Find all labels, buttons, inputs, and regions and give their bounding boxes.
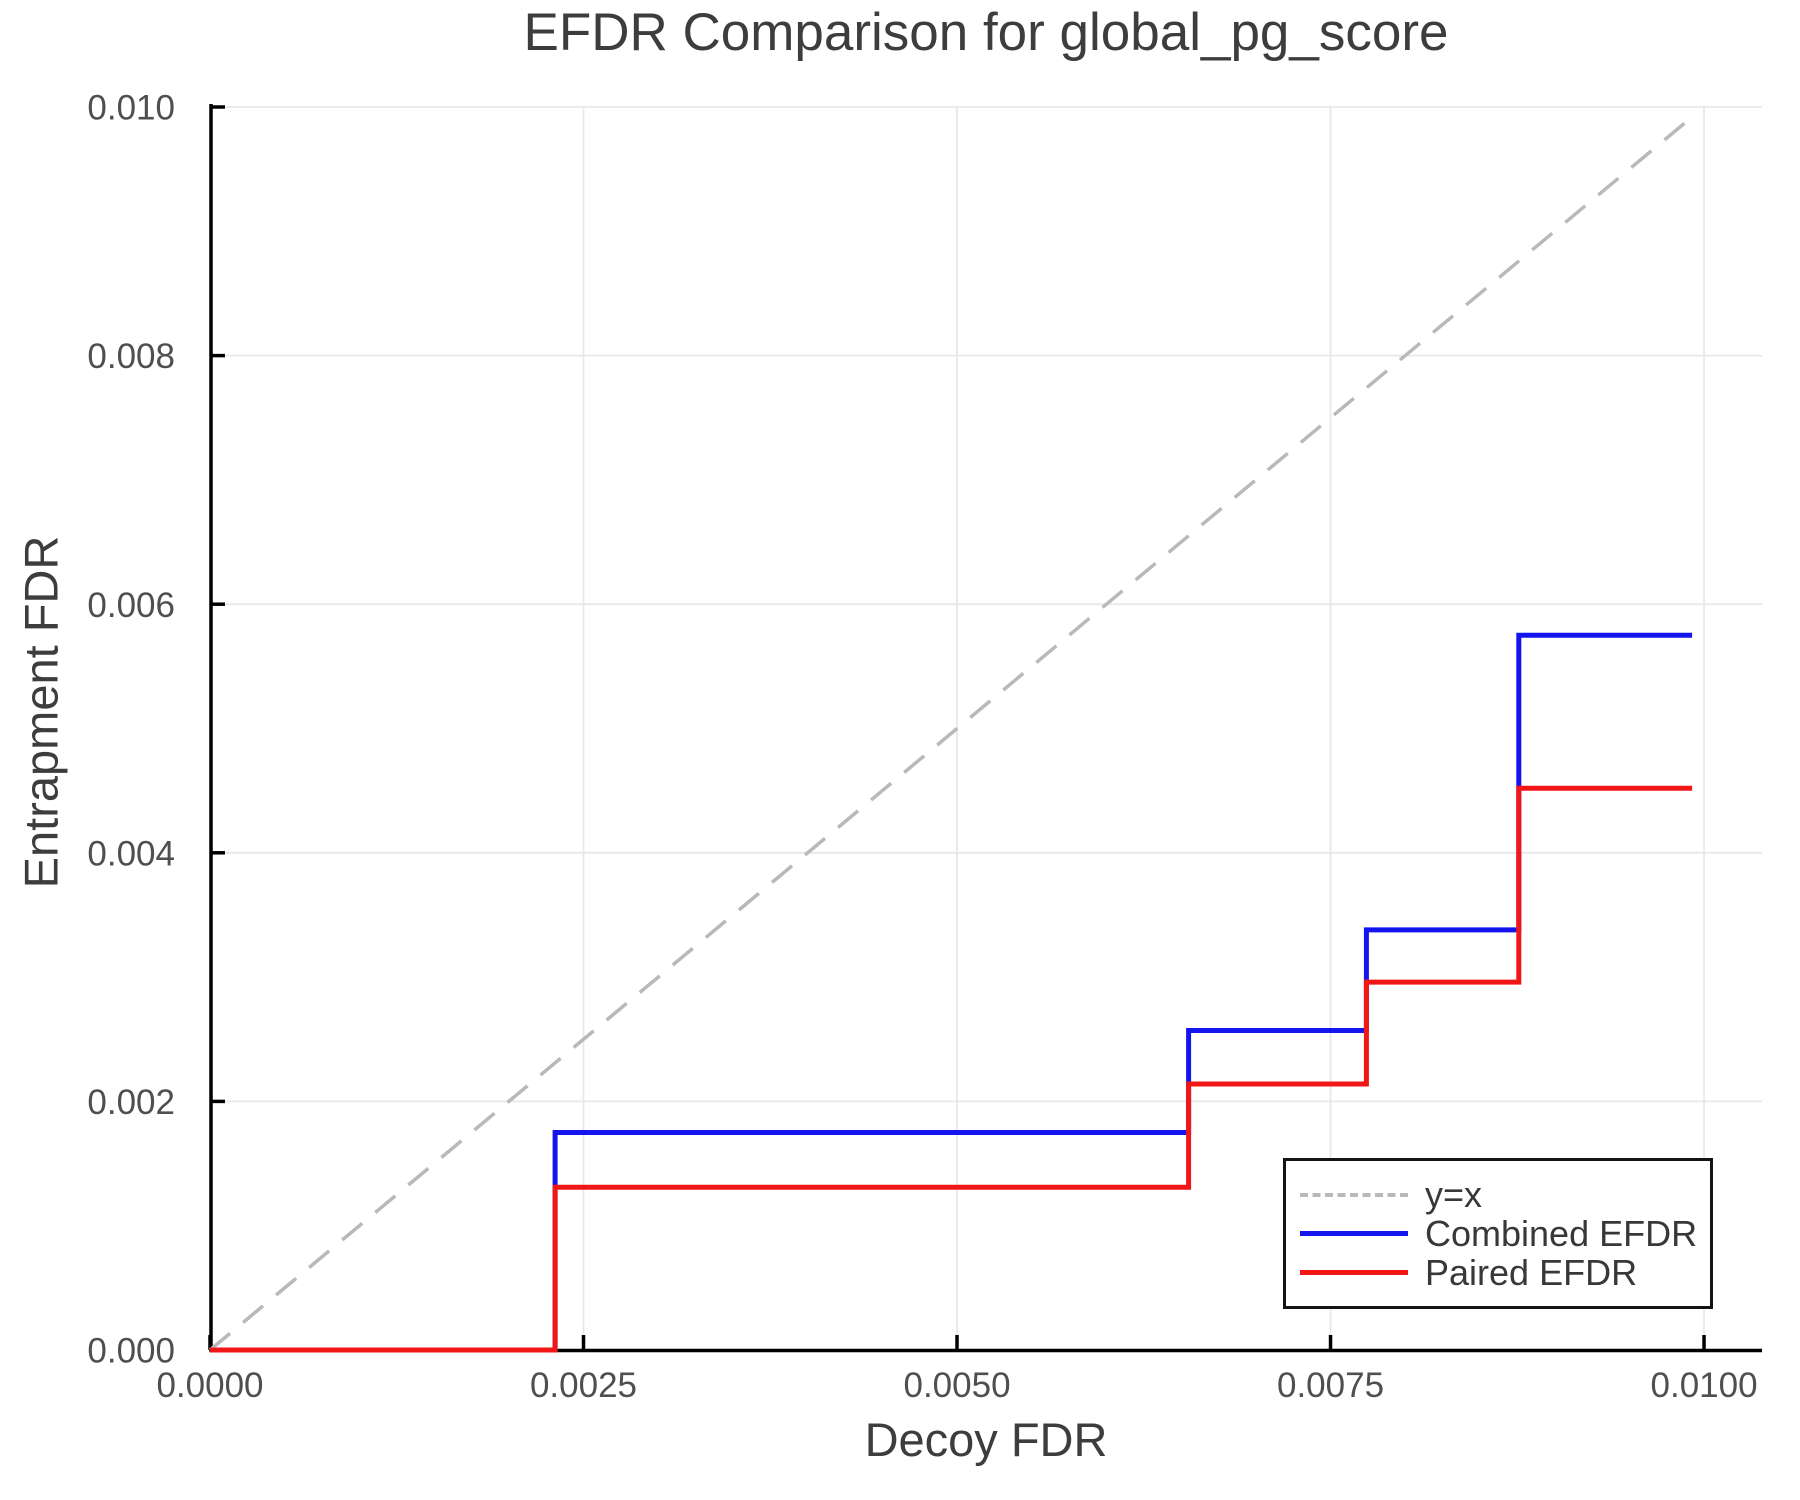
y-tick-label: 0.004 — [87, 834, 175, 873]
legend-label-paired-efdr: Paired EFDR — [1425, 1251, 1638, 1293]
x-tick-label: 0.0050 — [903, 1366, 1010, 1405]
legend-sample-yx-dashed-line — [1300, 1192, 1408, 1197]
y-tick-label: 0.000 — [87, 1332, 175, 1371]
x-tick-label: 0.0075 — [1277, 1366, 1384, 1405]
y-tick-label: 0.002 — [87, 1083, 175, 1122]
y-tick-label: 0.010 — [87, 89, 175, 128]
series-line-y-x — [208, 111, 1698, 1352]
x-tick-label: 0.0025 — [530, 1366, 637, 1405]
y-tick-label: 0.006 — [87, 586, 175, 625]
x-tick-label: 0.0100 — [1651, 1366, 1758, 1405]
legend-row-combined-efdr: Combined EFDR — [1300, 1214, 1710, 1253]
legend-row-paired-efdr: Paired EFDR — [1300, 1253, 1710, 1292]
series-line-paired-efdr — [210, 785, 1693, 1353]
legend-sample-combined-efdr-line — [1300, 1231, 1408, 1236]
legend-sample-paired-efdr-line — [1300, 1270, 1408, 1275]
chart-title: EFDR Comparison for global_pg_score — [523, 3, 1449, 62]
x-tick-label: 0.0000 — [156, 1366, 263, 1405]
legend: y=x Combined EFDR Paired EFDR — [1283, 1158, 1713, 1309]
x-axis-label: Decoy FDR — [864, 1413, 1108, 1466]
legend-row-yx: y=x — [1300, 1175, 1710, 1214]
legend-label-yx: y=x — [1425, 1173, 1483, 1215]
legend-label-combined-efdr: Combined EFDR — [1425, 1212, 1698, 1254]
y-tick-label: 0.008 — [87, 337, 175, 376]
